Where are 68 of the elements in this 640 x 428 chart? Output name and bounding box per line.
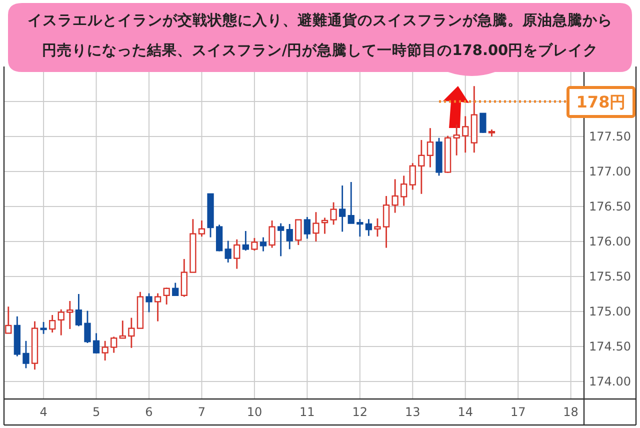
candlestick: [180, 258, 188, 298]
candlestick: [234, 238, 240, 270]
candlestick: [110, 336, 118, 354]
candlestick: [268, 220, 276, 248]
candlestick: [5, 306, 12, 334]
candlestick: [198, 220, 206, 238]
candlestick: [277, 222, 284, 257]
candlestick: [251, 237, 258, 252]
candlestick: [286, 223, 293, 250]
chart-title: イスラエルとイランが交戦状態に入り、避難通貨のスイスフランが急騰。原油急騰から円売りになった結果、スイスフラン/円が急騰して一時節目の178.00円をブレイク: [28, 11, 612, 59]
y-tick-label: 175.50: [589, 270, 631, 284]
x-tick-label: 7: [198, 405, 206, 419]
x-tick-label: 11: [300, 405, 315, 419]
candlestick: [40, 321, 47, 335]
candlestick: [216, 224, 223, 252]
candlestick: [75, 293, 82, 327]
candlestick: [102, 340, 108, 362]
candlestick: [172, 282, 179, 296]
ref-line-label: 178円: [576, 92, 626, 112]
y-tick-label: 176.00: [589, 234, 631, 248]
x-tick-label: 17: [510, 405, 526, 419]
x-tick-label: 6: [145, 405, 153, 419]
x-tick-label: 13: [404, 405, 420, 419]
candlestick: [339, 184, 346, 232]
candlestick: [356, 218, 364, 238]
y-tick-label: 176.50: [589, 200, 631, 214]
x-tick-label: 12: [352, 405, 368, 419]
candlestick: [224, 240, 232, 264]
candlestick: [392, 178, 398, 214]
y-tick-label: 177.50: [589, 130, 631, 144]
x-tick-label: 14: [458, 405, 474, 419]
candlestick: [260, 236, 267, 252]
candlestick: [365, 218, 372, 237]
x-tick-label: 18: [563, 405, 578, 419]
candlestick: [330, 202, 337, 226]
candlestick: [321, 217, 328, 234]
y-tick-label: 174.50: [589, 340, 631, 354]
candlestick: [84, 310, 91, 344]
candlestick: [348, 181, 354, 224]
candlestick: [242, 230, 249, 252]
candlestick: [66, 300, 74, 330]
candlestick: [49, 314, 56, 334]
y-tick-label: 177.00: [589, 164, 631, 178]
candlestick: [374, 218, 381, 238]
candlestick: [92, 332, 100, 354]
x-tick-label: 4: [40, 405, 48, 419]
candlestick: [128, 317, 135, 349]
candlestick: [480, 112, 486, 134]
candlestick: [409, 162, 416, 190]
candlestick: [304, 216, 311, 240]
y-tick-label: 175.00: [589, 304, 631, 318]
x-tick-label: 10: [246, 405, 262, 419]
candlestick: [119, 320, 126, 339]
candlestick: [295, 219, 302, 246]
candlestick: [418, 139, 425, 195]
candlestick: [453, 124, 460, 156]
candlestick: [154, 292, 162, 322]
candlestick: [22, 340, 30, 369]
candlestick: [382, 195, 390, 248]
candlestick: [312, 211, 320, 242]
x-tick-label: 5: [92, 405, 100, 419]
candlestick: [426, 127, 434, 168]
candlestick: [58, 308, 64, 336]
candlestick: [462, 116, 469, 154]
y-tick-label: 174.00: [589, 374, 631, 388]
candlestick: [400, 175, 408, 206]
candlestick: [163, 287, 170, 306]
candlestick: [146, 292, 152, 313]
